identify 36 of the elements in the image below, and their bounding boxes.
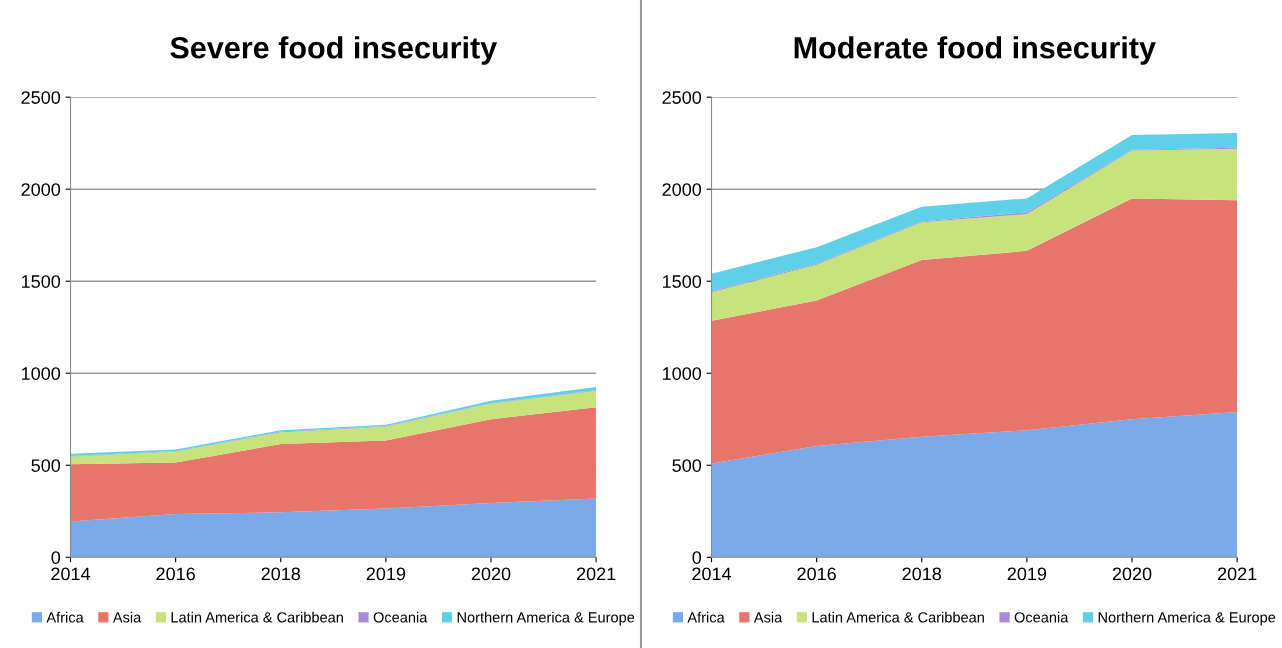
y-tick-label: 500	[31, 459, 61, 472]
x-tick-label: 2019	[366, 567, 406, 581]
chart-title: Severe food insecurity	[170, 36, 498, 65]
x-tick-label: 2018	[902, 567, 942, 581]
x-tick-label: 2016	[797, 567, 836, 581]
y-tick-label: 500	[672, 459, 702, 472]
legend-label: Oceania	[373, 611, 428, 623]
y-tick-label: 2000	[662, 183, 702, 196]
legend-label: Northern America & Europe	[1098, 611, 1276, 626]
y-tick-label: 2500	[21, 91, 61, 104]
legend-label: Latin America & Caribbean	[171, 611, 343, 623]
x-tick-label: 2021	[1217, 567, 1257, 581]
legend-label: Latin America & Caribbean	[812, 611, 984, 623]
x-tick-label: 2014	[51, 567, 91, 581]
y-tick-label: 2000	[21, 183, 61, 196]
x-tick-label: 2019	[1007, 567, 1047, 581]
chart-title: Moderate food insecurity	[794, 36, 1156, 65]
legend-label: Oceania	[1014, 611, 1069, 623]
legend-label: Northern America & Europe	[457, 611, 635, 626]
legend-label: Asia	[112, 611, 142, 623]
legend-label: Africa	[687, 611, 725, 623]
legend-label: Asia	[753, 611, 783, 623]
legend-label: Africa	[46, 611, 84, 623]
y-tick-label: 1500	[663, 275, 702, 288]
x-tick-label: 2021	[576, 567, 616, 581]
x-tick-label: 2014	[692, 567, 732, 581]
y-tick-label: 1000	[663, 367, 702, 380]
y-tick-label: 0	[51, 551, 61, 564]
x-tick-label: 2018	[261, 567, 301, 581]
y-tick-label: 2500	[662, 91, 702, 104]
y-tick-label: 0	[692, 551, 702, 564]
x-tick-label: 2020	[1112, 567, 1152, 581]
y-tick-label: 1000	[22, 367, 61, 380]
x-tick-label: 2016	[156, 567, 195, 581]
x-tick-label: 2020	[471, 567, 511, 581]
y-tick-label: 1500	[22, 275, 61, 288]
